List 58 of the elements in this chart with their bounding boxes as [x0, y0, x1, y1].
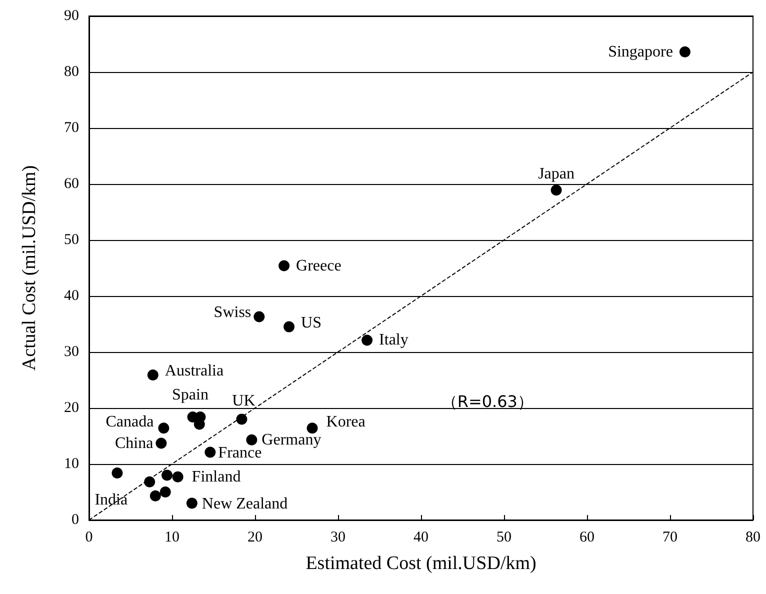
annotation: Spain [172, 386, 208, 404]
point [160, 486, 171, 498]
annotation: France [218, 444, 262, 462]
annotation: US [301, 314, 322, 332]
point [679, 46, 690, 58]
point [278, 260, 290, 272]
x-axis-title: Estimated Cost (mil.USD/km) [306, 553, 536, 574]
point [112, 467, 123, 478]
annotation: Italy [379, 332, 408, 349]
y-tick-label: 40 [64, 288, 79, 304]
annotation: Swiss [214, 304, 252, 322]
annotation: Korea [326, 414, 366, 431]
point [306, 422, 318, 434]
y-tick-label: 70 [64, 120, 79, 136]
annotation: Germany [262, 431, 322, 448]
x-tick-label: 30 [330, 530, 346, 546]
y-tick-label: 80 [64, 64, 79, 80]
annotation: China [114, 434, 154, 452]
x-tick-label: 20 [248, 530, 262, 546]
point [362, 334, 373, 346]
point [186, 498, 198, 509]
annotation: Greece [296, 257, 342, 274]
y-tick-label: 0 [72, 512, 79, 528]
y-axis-title: Actual Cost (mil.USD/km) [19, 165, 40, 371]
annotation: Singapore [608, 43, 673, 60]
x-tick-label: 40 [414, 530, 428, 546]
x-tick-label: 70 [662, 530, 678, 546]
annotation: India [94, 491, 128, 508]
point [550, 184, 562, 196]
y-tick-label: 20 [64, 400, 79, 416]
x-tick-label: 60 [580, 530, 594, 546]
x-tick-label: 0 [85, 530, 93, 546]
point [284, 321, 295, 332]
annotation: Australia [164, 362, 224, 380]
point [254, 311, 265, 322]
annotation: Finland [192, 468, 241, 486]
point [162, 470, 173, 481]
y-tick-label: 90 [64, 8, 79, 24]
point [147, 369, 158, 380]
y-tick-label: 30 [64, 344, 79, 360]
point [236, 414, 248, 425]
y-tick-label: 60 [64, 176, 79, 192]
point [158, 422, 170, 434]
annotation: UK [232, 392, 256, 410]
point [156, 438, 167, 449]
point [246, 434, 258, 446]
y-tick-label: 50 [64, 232, 79, 248]
point [150, 490, 161, 502]
annotation: Japan [538, 166, 575, 183]
x-tick-label: 10 [164, 530, 180, 546]
point [172, 471, 184, 482]
annotation: Canada [106, 414, 154, 431]
y-tick-label: 10 [64, 456, 79, 472]
annotation: New Zealand [202, 496, 288, 513]
x-tick-label: 80 [746, 530, 760, 546]
point [144, 476, 156, 488]
x-tick-label: 50 [496, 530, 512, 546]
point [204, 446, 216, 458]
